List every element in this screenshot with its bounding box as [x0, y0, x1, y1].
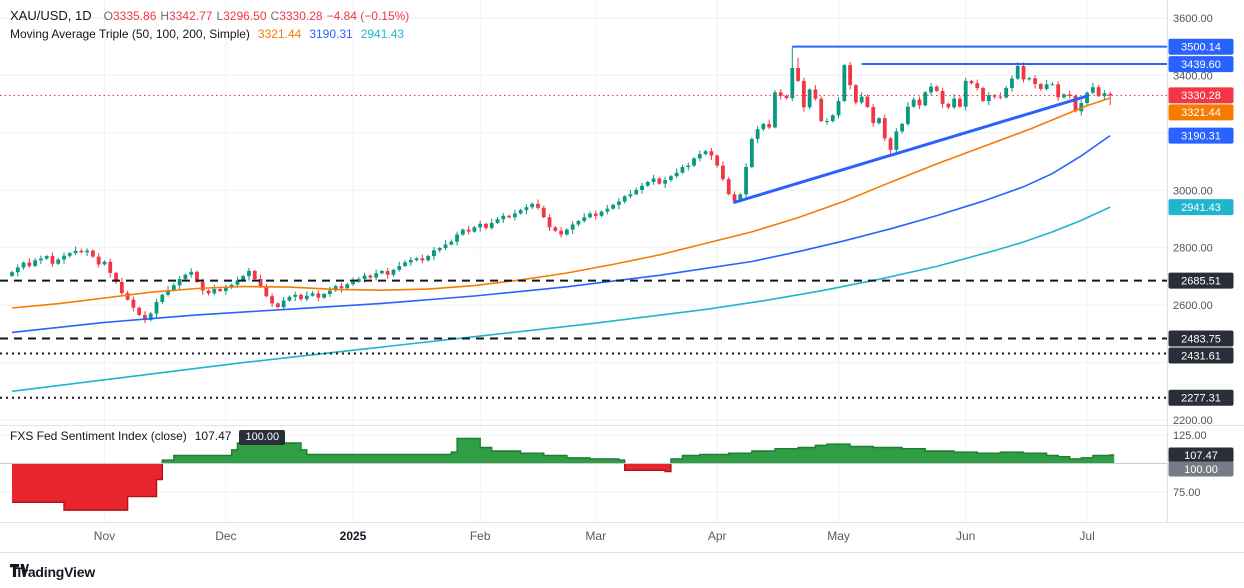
sentiment-baseline-badge: 100.00 [239, 430, 286, 445]
svg-text:3190.31: 3190.31 [1181, 130, 1221, 142]
time-label-Feb: Feb [469, 529, 491, 543]
time-axis[interactable]: Nov Dec 2025 Feb Mar Apr May Jun Jul [0, 529, 1167, 549]
gridlines [0, 0, 1167, 522]
high-value: 3342.77 [169, 9, 213, 23]
svg-text:125.00: 125.00 [1173, 430, 1207, 442]
time-label-Mar: Mar [585, 529, 607, 543]
axis-price-label-2941.43: 2941.43 [1168, 199, 1234, 216]
sentiment-value: 107.47 [194, 429, 232, 443]
time-label-Jun: Jun [956, 529, 976, 543]
time-label-2025: 2025 [339, 529, 367, 543]
open-value: 3335.86 [112, 9, 157, 23]
ma200-value: 2941.43 [360, 27, 405, 41]
sentiment-area-positive [12, 438, 1115, 464]
axis-price-label-2685.51: 2685.51 [1168, 272, 1234, 289]
chart-canvas[interactable]: 3600.00 3400.00 3000.00 2800.00 2600.00 2200.… [0, 0, 1244, 556]
ma50-line [11, 97, 1111, 309]
axis-price-label-100.00: 100.00 [1168, 461, 1234, 477]
time-label-Apr: Apr [707, 529, 727, 543]
price-legend-row: XAU/USD, 1D O3335.86 H3342.77 L3296.50 C333… [10, 8, 409, 23]
candles [10, 46, 1113, 324]
price-scale[interactable]: 3600.00 3400.00 3000.00 2800.00 2600.00 2200.… [1168, 13, 1234, 499]
low-value: 3296.50 [223, 9, 267, 23]
svg-text:2600.00: 2600.00 [1173, 300, 1213, 312]
footer-attribution[interactable]: TradingView [10, 564, 95, 580]
svg-text:2800.00: 2800.00 [1173, 243, 1213, 255]
ma-legend-row: Moving Average Triple (50, 100, 200, Sim… [10, 27, 404, 41]
svg-text:107.47: 107.47 [1184, 450, 1218, 462]
axis-price-label-2483.75: 2483.75 [1168, 330, 1234, 347]
svg-text:3600.00: 3600.00 [1173, 13, 1213, 25]
svg-text:2277.31: 2277.31 [1181, 393, 1221, 405]
high-label: H [160, 9, 170, 23]
moving-average-lines [11, 97, 1111, 393]
axis-price-label-3321.44: 3321.44 [1168, 104, 1234, 121]
ascending-trendline[interactable] [733, 94, 1089, 204]
sentiment-area-negative [12, 463, 1115, 511]
axis-price-label-2431.61: 2431.61 [1168, 347, 1234, 364]
ma200-line [11, 206, 1111, 393]
svg-text:3330.28: 3330.28 [1181, 90, 1221, 102]
time-label-Jul: Jul [1079, 529, 1095, 543]
pane-separators [0, 0, 1244, 553]
axis-price-label-2277.31: 2277.31 [1168, 389, 1234, 406]
time-label-May: May [827, 529, 850, 543]
axis-price-label-3439.60: 3439.60 [1168, 56, 1234, 73]
time-label-Dec: Dec [215, 529, 237, 543]
svg-text:3400.00: 3400.00 [1173, 70, 1213, 82]
close-label: C [270, 9, 280, 23]
ohlc-readout: O3335.86 H3342.77 L3296.50 C3330.28 −4.84 (−… [100, 9, 410, 23]
sentiment-indicator-title[interactable]: FXS Fed Sentiment Index (close) [10, 429, 187, 443]
axis-price-label-107.47: 107.47 [1168, 447, 1234, 463]
svg-text:3439.60: 3439.60 [1181, 59, 1221, 71]
brand-name: TradingView [15, 564, 96, 580]
svg-text:2685.51: 2685.51 [1181, 275, 1221, 287]
sentiment-legend-row: FXS Fed Sentiment Index (close) 107.47 1… [10, 429, 286, 445]
svg-text:2200.00: 2200.00 [1173, 415, 1213, 427]
svg-text:2431.61: 2431.61 [1181, 350, 1221, 362]
ma100-value: 3190.31 [309, 27, 353, 41]
sentiment-plot [0, 437, 1167, 511]
svg-text:2941.43: 2941.43 [1181, 202, 1221, 214]
ma100-line [11, 134, 1111, 334]
level-lines[interactable] [0, 45, 1167, 399]
svg-text:2483.75: 2483.75 [1181, 333, 1221, 345]
svg-text:75.00: 75.00 [1173, 487, 1201, 499]
symbol-title[interactable]: XAU/USD, 1D [10, 8, 92, 23]
svg-text:3500.14: 3500.14 [1181, 41, 1221, 53]
axis-price-label-3190.31: 3190.31 [1168, 127, 1234, 144]
svg-text:100.00: 100.00 [1184, 464, 1218, 476]
ma50-value: 3321.44 [257, 27, 302, 41]
time-label-Nov: Nov [93, 529, 116, 543]
open-label: O [103, 9, 113, 23]
svg-text:3000.00: 3000.00 [1173, 185, 1213, 197]
axis-price-label-3500.14: 3500.14 [1168, 38, 1234, 55]
close-value: 3330.28 [279, 9, 323, 23]
change-value: −4.84 (−0.15%) [326, 9, 410, 23]
axis-price-label-3330.28: 3330.28 [1168, 87, 1234, 104]
svg-text:3321.44: 3321.44 [1181, 107, 1221, 119]
low-label: L [216, 9, 224, 23]
ma-indicator-title[interactable]: Moving Average Triple (50, 100, 200, Sim… [10, 27, 250, 41]
